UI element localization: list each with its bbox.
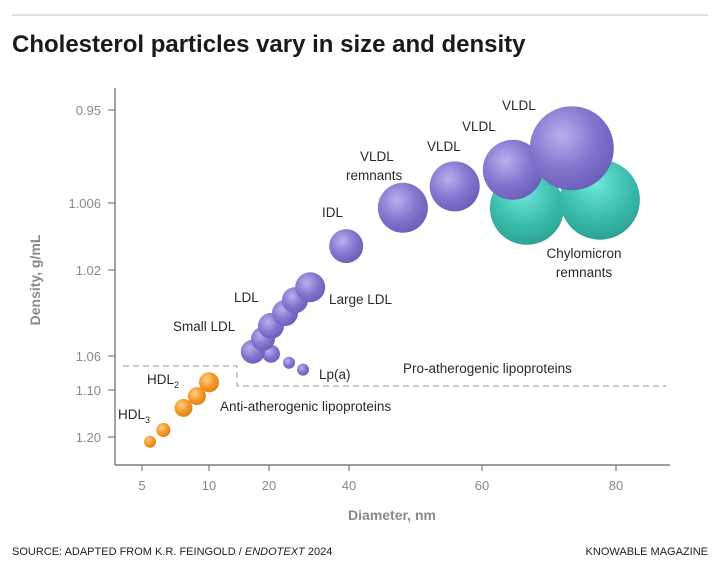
x-tick-label: 5 [138, 478, 145, 493]
apob-bubble [297, 363, 309, 376]
apob-bubble [482, 139, 543, 200]
anti-atherogenic-boundary [123, 365, 666, 387]
label-pro-atherogenic: Pro-atherogenic lipoproteins [403, 361, 572, 376]
x-tick-label: 20 [262, 478, 276, 493]
label-vldl-remnants-1: VLDL [360, 149, 394, 164]
apob-bubble [377, 182, 428, 233]
y-tick-label: 0.95 [76, 103, 101, 118]
y-axis-label: Density, g/mL [27, 234, 43, 325]
label-vldl-remnants-2: remnants [346, 168, 403, 183]
x-tick-label: 80 [609, 478, 623, 493]
hdl-bubble [144, 435, 156, 448]
source-credit: SOURCE: ADAPTED FROM K.R. FEINGOLD / END… [12, 546, 332, 558]
x-tick-label: 40 [342, 478, 356, 493]
apob-bubble [283, 356, 295, 369]
hdl-bubble [187, 387, 206, 406]
label-vldl-large: VLDL [502, 98, 536, 113]
label-hdl3: HDL3 [118, 407, 150, 425]
apob-bubble [429, 161, 480, 212]
label-chylomicron-2: remnants [556, 265, 613, 280]
y-tick-label: 1.02 [76, 263, 101, 278]
publisher-credit: KNOWABLE MAGAZINE [586, 546, 708, 558]
label-vldl-mid: VLDL [462, 119, 496, 134]
label-ldl: LDL [234, 290, 259, 305]
hdl-bubble [156, 423, 171, 437]
y-tick-label: 1.06 [76, 349, 101, 364]
label-small-ldl: Small LDL [173, 319, 236, 334]
x-tick-label: 60 [475, 478, 489, 493]
apob-bubble [329, 229, 364, 264]
apob-bubble [295, 272, 326, 303]
label-hdl2: HDL2 [147, 372, 179, 390]
apob-bubble [529, 106, 614, 191]
label-anti-atherogenic: Anti-atherogenic lipoproteins [220, 399, 391, 414]
y-tick-label: 1.10 [76, 383, 101, 398]
y-tick-label: 1.20 [76, 430, 101, 445]
hdl-bubble [199, 372, 219, 393]
label-large-ldl: Large LDL [329, 292, 393, 307]
hdl-bubble [174, 398, 193, 417]
y-tick-label: 1.006 [68, 196, 101, 211]
x-axis-label: Diameter, nm [348, 507, 436, 523]
label-lpa: Lp(a) [319, 367, 351, 382]
x-tick-label: 10 [202, 478, 216, 493]
label-chylomicron-1: Chylomicron [546, 246, 621, 261]
label-idl: IDL [322, 205, 344, 220]
chart-title: Cholesterol particles vary in size and d… [12, 31, 526, 58]
label-vldl-small: VLDL [427, 139, 461, 154]
